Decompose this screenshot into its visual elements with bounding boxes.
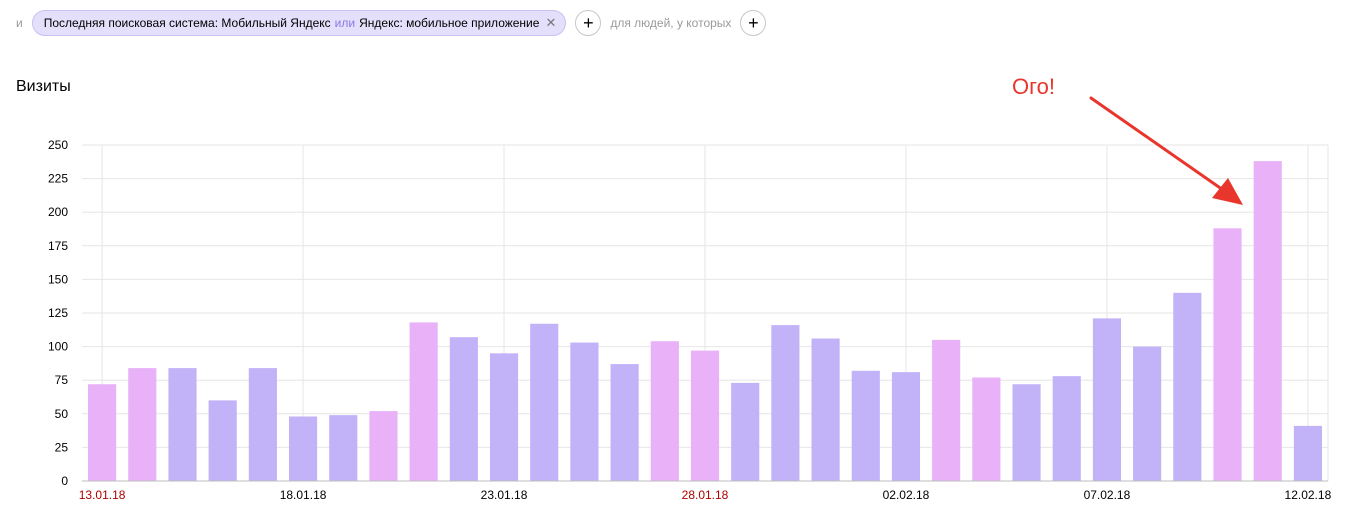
x-axis: 13.01.18 18.01.18 23.01.18 28.01.18 02.02.18… bbox=[79, 480, 1332, 502]
annotation-arrow bbox=[1089, 96, 1243, 205]
bar-19.01.18[interactable] bbox=[329, 415, 358, 481]
bar-28.01.18[interactable] bbox=[690, 350, 720, 481]
y-tick-label: 50 bbox=[55, 407, 69, 421]
bar-12.02.18[interactable] bbox=[1293, 425, 1322, 481]
y-tick-label: 225 bbox=[48, 172, 68, 186]
bar-27.01.18[interactable] bbox=[650, 341, 679, 481]
bar-04.02.18[interactable] bbox=[972, 377, 1001, 481]
bar-18.01.18[interactable] bbox=[288, 416, 318, 481]
add-condition-button[interactable]: + bbox=[575, 10, 602, 36]
bar-31.01.18[interactable] bbox=[811, 338, 840, 481]
chart-bars bbox=[88, 161, 1322, 482]
bar-07.02.18[interactable] bbox=[1092, 318, 1122, 481]
y-tick-label: 250 bbox=[48, 138, 68, 152]
plus-icon: + bbox=[583, 13, 594, 33]
bar-13.01.18[interactable] bbox=[88, 384, 117, 481]
y-tick-label: 150 bbox=[48, 272, 68, 286]
bar-08.02.18[interactable] bbox=[1133, 346, 1162, 481]
y-axis: 0 25 50 75 100 125 150 175 200 225 250 bbox=[48, 138, 68, 488]
bar-29.01.18[interactable] bbox=[731, 382, 760, 481]
bar-11.02.18[interactable] bbox=[1253, 161, 1282, 482]
arrow-head bbox=[1212, 178, 1243, 205]
people-filter-label: для людей, у которых bbox=[610, 16, 732, 30]
bar-03.02.18[interactable] bbox=[932, 339, 961, 481]
bar-15.01.18[interactable] bbox=[168, 368, 197, 481]
filter-bar: и Последняя поисковая система: Мобильный… bbox=[16, 9, 767, 37]
x-tick-label: 18.01.18 bbox=[280, 488, 327, 502]
chip-condition-2: Яндекс: мобильное приложение bbox=[359, 16, 540, 30]
arrow-shaft bbox=[1089, 96, 1228, 194]
bar-24.01.18[interactable] bbox=[530, 323, 559, 481]
y-tick-label: 0 bbox=[61, 474, 68, 488]
bar-21.01.18[interactable] bbox=[409, 322, 438, 481]
bar-01.02.18[interactable] bbox=[851, 370, 880, 481]
bar-30.01.18[interactable] bbox=[771, 325, 800, 481]
plus-icon: + bbox=[748, 13, 759, 33]
bar-16.01.18[interactable] bbox=[208, 400, 237, 481]
y-tick-label: 200 bbox=[48, 205, 68, 219]
segment-filter-chip[interactable]: Последняя поисковая система: Мобильный Я… bbox=[31, 10, 567, 36]
y-tick-label: 175 bbox=[48, 239, 68, 253]
chip-condition-1: Последняя поисковая система: Мобильный Я… bbox=[43, 16, 331, 30]
bar-17.01.18[interactable] bbox=[248, 368, 277, 481]
bar-23.01.18[interactable] bbox=[489, 353, 519, 481]
bar-22.01.18[interactable] bbox=[449, 337, 478, 481]
x-tick-label: 07.02.18 bbox=[1084, 488, 1131, 502]
bar-25.01.18[interactable] bbox=[570, 342, 599, 481]
x-tick-label: 28.01.18 bbox=[682, 488, 729, 502]
bar-20.01.18[interactable] bbox=[369, 411, 398, 481]
chart-title: Визиты bbox=[16, 78, 71, 95]
y-tick-label: 25 bbox=[55, 440, 69, 454]
bar-05.02.18[interactable] bbox=[1012, 384, 1041, 481]
chip-or-label: или bbox=[334, 16, 356, 30]
bar-14.01.18[interactable] bbox=[128, 368, 157, 481]
bar-06.02.18[interactable] bbox=[1052, 376, 1081, 481]
x-tick-label: 02.02.18 bbox=[883, 488, 930, 502]
add-people-condition-button[interactable]: + bbox=[740, 10, 767, 36]
bar-26.01.18[interactable] bbox=[610, 364, 639, 481]
bar-10.02.18[interactable] bbox=[1213, 228, 1242, 481]
filter-conjunction: и bbox=[16, 16, 23, 30]
x-tick-label: 12.02.18 bbox=[1285, 488, 1332, 502]
y-tick-label: 100 bbox=[48, 340, 68, 354]
x-tick-label: 23.01.18 bbox=[481, 488, 528, 502]
close-icon[interactable]: ✕ bbox=[545, 15, 557, 30]
y-tick-label: 75 bbox=[55, 373, 69, 387]
bar-09.02.18[interactable] bbox=[1173, 292, 1202, 481]
y-tick-label: 125 bbox=[48, 306, 68, 320]
bar-02.02.18[interactable] bbox=[891, 372, 921, 481]
annotation-text: Ого! bbox=[1012, 74, 1056, 99]
x-tick-label: 13.01.18 bbox=[79, 488, 126, 502]
